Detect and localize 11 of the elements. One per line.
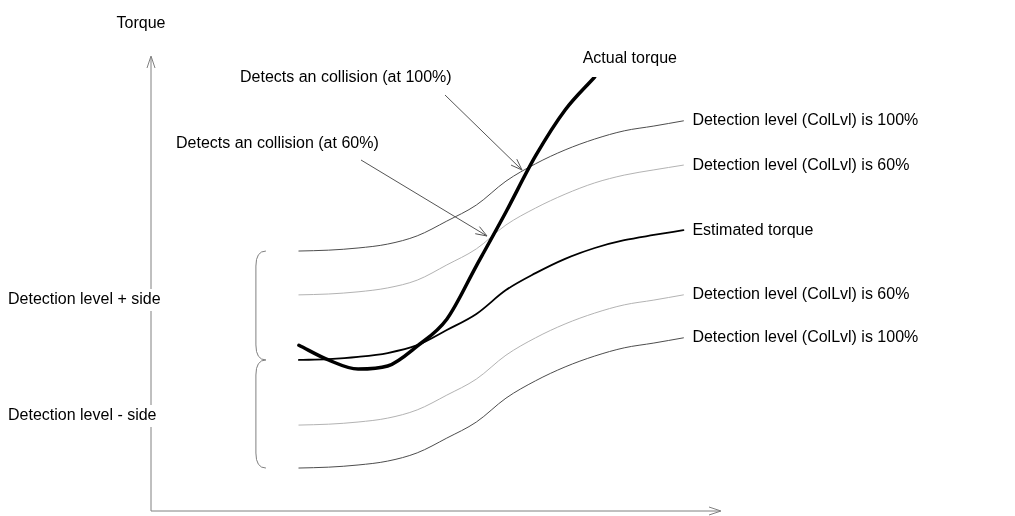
- series-label: Detection level (ColLvl) is 60%: [692, 285, 910, 303]
- annotation: Detection level - side: [8, 406, 157, 424]
- annotation: Detects an collision (at 100%): [240, 68, 452, 86]
- series-label: Detection level (ColLvl) is 60%: [692, 155, 910, 173]
- series-label: Detection level (ColLvl) is 100%: [692, 111, 919, 129]
- series-label: Estimated torque: [692, 220, 814, 238]
- annotation: Detection level + side: [8, 290, 161, 308]
- series-label: Detection level (ColLvl) is 100%: [692, 328, 919, 346]
- y-axis-title: Torque: [116, 14, 166, 32]
- series-label: Actual torque: [582, 49, 678, 67]
- annotation: Detects an collision (at 60%): [176, 134, 379, 152]
